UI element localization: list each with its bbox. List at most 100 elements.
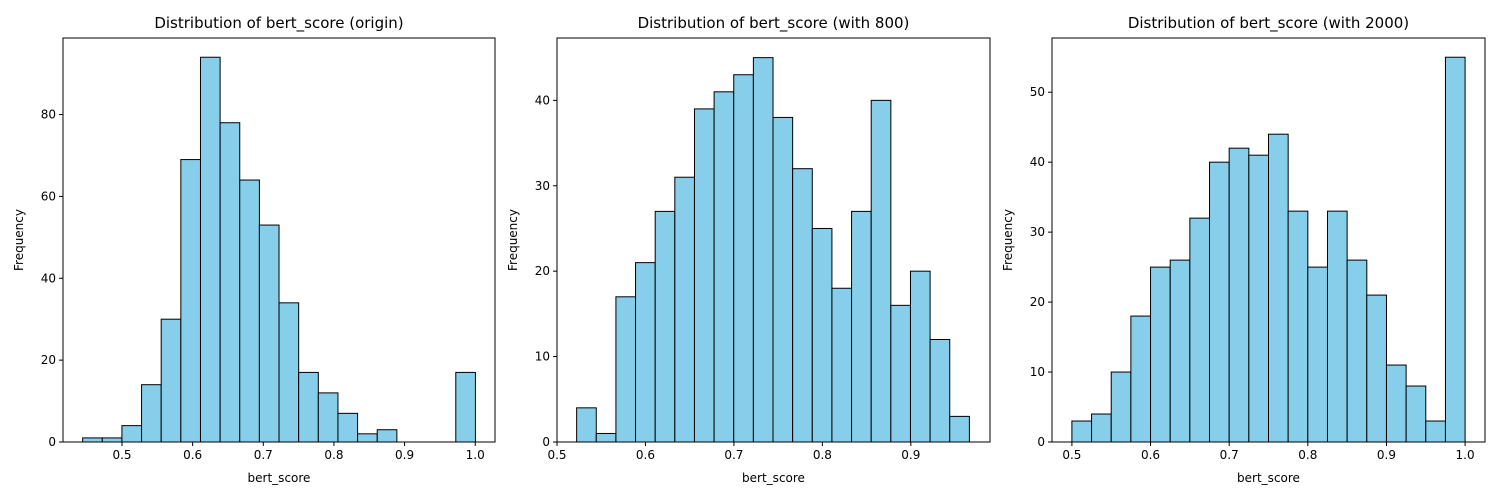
histogram-bar [870, 99, 892, 443]
histogram-bar [298, 371, 319, 443]
y-tick-label: 10 [535, 350, 550, 364]
histogram-bar [831, 287, 853, 443]
histogram-bar [121, 425, 143, 443]
x-tick-label: 0.5 [547, 448, 566, 462]
y-tick-label: 20 [41, 353, 56, 367]
histogram-bar [199, 56, 221, 443]
histogram-bar [1091, 413, 1112, 443]
chart-title: Distribution of bert_score (with 2000) [1128, 14, 1409, 33]
histogram-bar [1071, 420, 1093, 443]
histogram-bar [713, 91, 735, 443]
histogram-bars [82, 56, 476, 443]
y-tick-label: 20 [1030, 295, 1045, 309]
y-tick-label: 0 [542, 435, 550, 449]
histogram-bar [1248, 154, 1269, 443]
histogram-bar [693, 108, 715, 443]
histogram-bar [1110, 371, 1132, 443]
histogram-bar [576, 407, 597, 443]
histogram-bar [909, 270, 931, 443]
x-tick-label: 0.9 [395, 448, 414, 462]
histogram-bar [674, 176, 695, 443]
axes-frame [1051, 37, 1486, 443]
histogram-bar [752, 57, 774, 443]
x-tick-label: 0.8 [813, 448, 832, 462]
y-axis-label: Frequency [12, 209, 26, 271]
histogram-bar [1425, 420, 1446, 443]
histogram-bar [317, 392, 339, 443]
histogram-bar [1307, 266, 1328, 443]
histogram-bar [1444, 56, 1466, 443]
x-axis-label: bert_score [742, 471, 805, 485]
x-tick-label: 0.6 [183, 448, 202, 462]
histogram-bar [239, 179, 260, 443]
histogram-bar [455, 371, 476, 443]
x-tick-label: 1.0 [1456, 448, 1475, 462]
histogram-bar [1189, 217, 1211, 443]
histogram-bar [141, 384, 162, 443]
histogram-bar [1209, 161, 1230, 443]
histogram-bar [1366, 294, 1387, 443]
x-axis-label: bert_score [248, 471, 311, 485]
histogram-bar [337, 412, 359, 443]
histogram-bar [733, 74, 754, 443]
histogram-bar [615, 296, 637, 443]
chart-panel-3: 0.5 0.6 0.7 0.8 0.9 1.0 0 10 20 30 40 50 Distributio… [1001, 14, 1486, 485]
y-tick-label: 0 [48, 435, 56, 449]
x-tick-label: 0.7 [724, 448, 743, 462]
histogram-bar [1130, 315, 1152, 443]
histogram-bar [180, 159, 201, 443]
axes-frame [556, 37, 991, 443]
histogram-bar [595, 432, 617, 443]
chart-title: Distribution of bert_score (origin) [154, 14, 403, 33]
histogram-bar [82, 437, 103, 443]
histogram-bar [1326, 210, 1348, 443]
histogram-bar [929, 339, 951, 443]
histogram-bar [160, 318, 182, 443]
histogram-bar [357, 433, 378, 443]
histogram-bars [576, 57, 970, 443]
histogram-bar [1346, 259, 1368, 443]
histogram-bar [1150, 266, 1171, 443]
histogram-bar [219, 122, 241, 443]
histogram-bar [1228, 147, 1250, 443]
y-tick-label: 80 [41, 108, 56, 122]
histogram-bar [1169, 259, 1191, 443]
x-tick-label: 0.7 [254, 448, 273, 462]
axes-frame [62, 37, 496, 443]
y-tick-label: 30 [1030, 225, 1045, 239]
histogram-bar [278, 302, 300, 443]
x-axis-label: bert_score [1237, 471, 1300, 485]
histogram-bar [851, 210, 872, 443]
histogram-bar [1385, 364, 1407, 443]
x-tick-label: 0.6 [636, 448, 655, 462]
x-tick-label: 0.5 [112, 448, 131, 462]
y-tick-label: 40 [41, 271, 56, 285]
chart-panel-1: 0.5 0.6 0.7 0.8 0.9 1.0 0 20 40 60 80 Distribution … [12, 14, 496, 485]
histogram-bar [1405, 385, 1427, 443]
y-axis-label: Frequency [506, 209, 520, 271]
y-tick-label: 40 [1030, 155, 1045, 169]
histogram-bar [258, 224, 280, 443]
y-tick-label: 30 [535, 179, 550, 193]
x-tick-label: 0.6 [1141, 448, 1160, 462]
y-tick-label: 50 [1030, 85, 1045, 99]
histogram-bar [1268, 133, 1289, 443]
y-axis-label: Frequency [1001, 209, 1015, 271]
histogram-bar [811, 227, 833, 443]
histogram-bar [890, 304, 911, 443]
y-tick-label: 0 [1037, 435, 1045, 449]
histogram-bar [101, 437, 123, 443]
histogram-bar [792, 168, 813, 443]
histogram-bar [772, 116, 794, 443]
histogram-bar [635, 262, 656, 443]
histogram-bar [654, 210, 676, 443]
histogram-bar [376, 429, 398, 443]
y-tick-label: 10 [1030, 365, 1045, 379]
y-tick-label: 60 [41, 189, 56, 203]
x-tick-label: 0.8 [1298, 448, 1317, 462]
x-tick-label: 0.9 [901, 448, 920, 462]
chart-title: Distribution of bert_score (with 800) [638, 14, 910, 33]
x-tick-label: 0.7 [1220, 448, 1239, 462]
x-tick-label: 1.0 [466, 448, 485, 462]
chart-panel-2: 0.5 0.6 0.7 0.8 0.9 0 10 20 30 40 Distribution of … [506, 14, 991, 485]
